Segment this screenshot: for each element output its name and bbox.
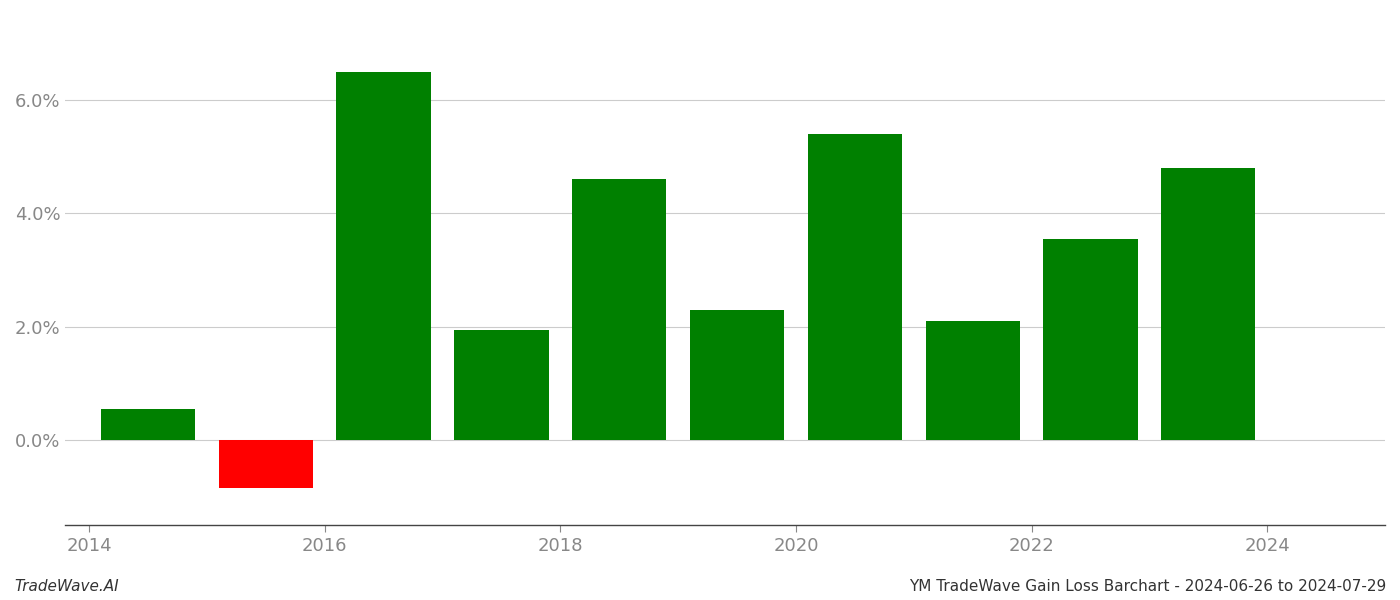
Bar xyxy=(336,71,431,440)
Bar xyxy=(690,310,784,440)
Bar xyxy=(1161,168,1256,440)
Text: TradeWave.AI: TradeWave.AI xyxy=(14,579,119,594)
Bar xyxy=(218,440,312,488)
Bar xyxy=(925,321,1019,440)
Bar xyxy=(808,134,902,440)
Bar xyxy=(1043,239,1138,440)
Bar xyxy=(454,329,549,440)
Text: YM TradeWave Gain Loss Barchart - 2024-06-26 to 2024-07-29: YM TradeWave Gain Loss Barchart - 2024-0… xyxy=(909,579,1386,594)
Bar xyxy=(101,409,195,440)
Bar xyxy=(573,179,666,440)
